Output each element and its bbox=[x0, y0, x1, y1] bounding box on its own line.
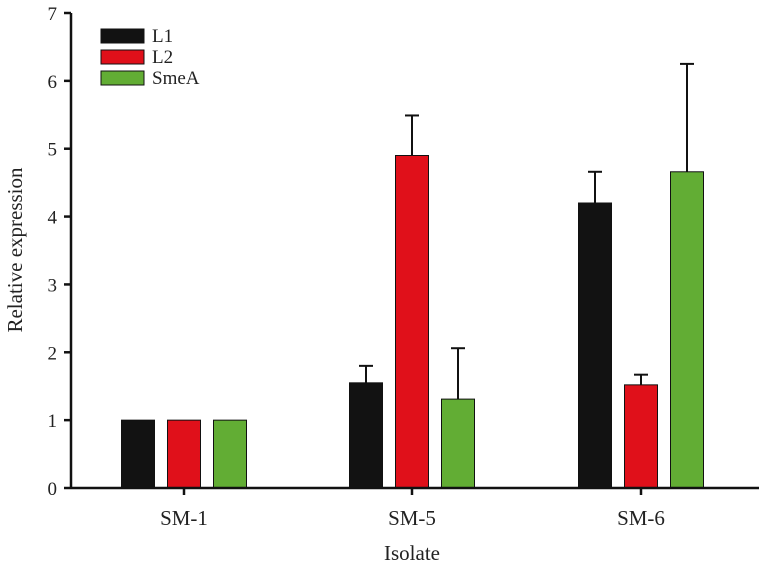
y-tick-label: 6 bbox=[48, 72, 58, 93]
y-tick-label: 5 bbox=[48, 140, 58, 161]
bar-smea-sm-6 bbox=[670, 171, 704, 489]
x-axis-label: Isolate bbox=[384, 541, 440, 565]
x-tick-label: SM-5 bbox=[388, 506, 436, 530]
y-tick-label: 2 bbox=[48, 343, 58, 364]
bars bbox=[121, 62, 704, 489]
x-tick-label: SM-1 bbox=[160, 506, 208, 530]
bar-l2-sm-6 bbox=[624, 384, 658, 489]
y-tick-label: 7 bbox=[48, 4, 58, 25]
y-tick-label: 3 bbox=[48, 275, 58, 296]
bar-smea-sm-5 bbox=[441, 398, 475, 489]
y-tick-label: 4 bbox=[48, 208, 58, 229]
legend-swatch bbox=[100, 49, 145, 65]
x-tick-label: SM-6 bbox=[617, 506, 665, 530]
legend-swatch bbox=[100, 70, 145, 86]
bar-l1-sm-5 bbox=[349, 382, 383, 489]
bar-l2-sm-1 bbox=[167, 419, 201, 489]
y-tick-label: 1 bbox=[48, 411, 58, 432]
y-axis: 0 1 2 3 4 5 6 7 bbox=[48, 4, 73, 500]
bar-l1-sm-1 bbox=[121, 419, 155, 489]
bar-l2-sm-5 bbox=[395, 155, 429, 489]
bar-smea-sm-1 bbox=[213, 419, 247, 489]
legend-label: L1 bbox=[152, 26, 173, 47]
legend-label: L2 bbox=[152, 47, 173, 68]
bar-l1-sm-6 bbox=[578, 202, 612, 489]
y-tick-label: 0 bbox=[48, 479, 58, 500]
legend-label: SmeA bbox=[152, 68, 200, 89]
legend-swatch bbox=[100, 28, 145, 44]
x-axis: SM-1 SM-5 SM-6 bbox=[71, 486, 759, 530]
y-axis-label: Relative expression bbox=[3, 167, 27, 333]
